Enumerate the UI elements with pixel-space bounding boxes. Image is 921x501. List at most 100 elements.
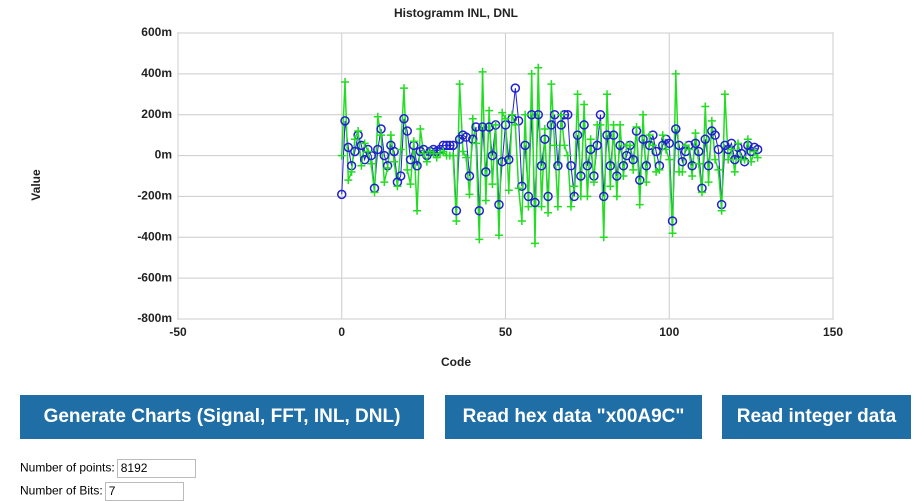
marker (567, 202, 575, 211)
marker (608, 130, 619, 140)
marker (563, 151, 572, 160)
marker (383, 163, 392, 172)
marker (698, 188, 706, 197)
marker (727, 145, 736, 154)
marker (629, 165, 638, 174)
marker (599, 191, 609, 202)
marker (543, 191, 553, 202)
marker (402, 126, 412, 136)
marker (668, 229, 677, 238)
marker (491, 120, 500, 129)
x-tick-label: -50 (169, 325, 187, 339)
marker (510, 83, 521, 93)
marker (521, 110, 530, 119)
marker (337, 151, 346, 160)
marker (677, 156, 688, 167)
marker (337, 189, 347, 200)
marker (753, 153, 762, 162)
marker (478, 67, 487, 76)
marker (661, 145, 670, 154)
marker (441, 140, 452, 151)
marker (527, 69, 536, 78)
marker (350, 135, 359, 144)
marker (734, 139, 743, 148)
marker (579, 120, 589, 130)
read-hex-button[interactable]: Read hex data "x00A9C" (445, 395, 702, 439)
marker (475, 235, 484, 244)
marker (481, 167, 491, 177)
marker (700, 134, 711, 144)
generate-button[interactable]: Generate Charts (Signal, FFT, INL, DNL) (20, 395, 424, 439)
marker (641, 161, 652, 171)
marker (681, 141, 690, 150)
marker (485, 106, 494, 115)
x-tick-label: 100 (659, 325, 679, 339)
marker (396, 145, 405, 154)
marker (582, 161, 593, 171)
marker (344, 176, 353, 185)
marker (621, 150, 632, 161)
marker (557, 110, 566, 119)
marker (616, 120, 625, 129)
marker (544, 208, 553, 217)
marker (373, 144, 383, 155)
marker (468, 114, 477, 123)
marker (687, 161, 697, 171)
marker (403, 165, 412, 174)
marker (639, 110, 648, 119)
marker (671, 124, 681, 134)
marker (395, 171, 406, 181)
marker (628, 154, 638, 165)
marker (445, 140, 455, 151)
marker (602, 130, 612, 140)
marker (717, 206, 726, 215)
y-tick-label: -800m (137, 311, 172, 325)
marker (573, 90, 582, 99)
marker (632, 122, 641, 131)
marker (560, 141, 569, 150)
marker (471, 122, 481, 132)
marker (514, 184, 523, 193)
marker (589, 178, 598, 187)
read-integer-button[interactable]: Read integer data (722, 395, 911, 439)
marker (462, 153, 471, 162)
marker (497, 156, 507, 167)
marker (642, 178, 651, 187)
marker (619, 172, 628, 180)
marker (494, 199, 504, 210)
marker (406, 180, 415, 189)
marker (592, 140, 602, 151)
marker (678, 167, 687, 176)
marker (363, 147, 372, 156)
marker (464, 171, 475, 181)
text-input[interactable]: 8192 (116, 459, 196, 478)
marker (651, 146, 661, 157)
marker (448, 140, 458, 151)
marker (393, 182, 402, 191)
text-input[interactable]: 7 (104, 482, 184, 501)
x-tick-label: 150 (823, 325, 843, 339)
marker (508, 110, 517, 119)
marker (694, 159, 703, 168)
marker (487, 150, 498, 161)
y-tick-label: -600m (137, 270, 172, 284)
marker (399, 84, 408, 93)
marker (665, 155, 674, 164)
marker (625, 141, 634, 150)
y-tick-label: -400m (137, 229, 172, 243)
marker (586, 135, 595, 144)
marker (714, 165, 723, 174)
marker (511, 120, 520, 129)
marker (341, 78, 350, 87)
marker (524, 202, 533, 211)
marker (707, 116, 716, 125)
points-field: Number of points: 8192 (20, 459, 196, 478)
marker (520, 140, 530, 151)
marker (405, 154, 416, 165)
marker (690, 138, 701, 149)
marker (494, 231, 503, 240)
marker (606, 182, 615, 191)
marker (684, 145, 693, 154)
marker (517, 216, 526, 225)
